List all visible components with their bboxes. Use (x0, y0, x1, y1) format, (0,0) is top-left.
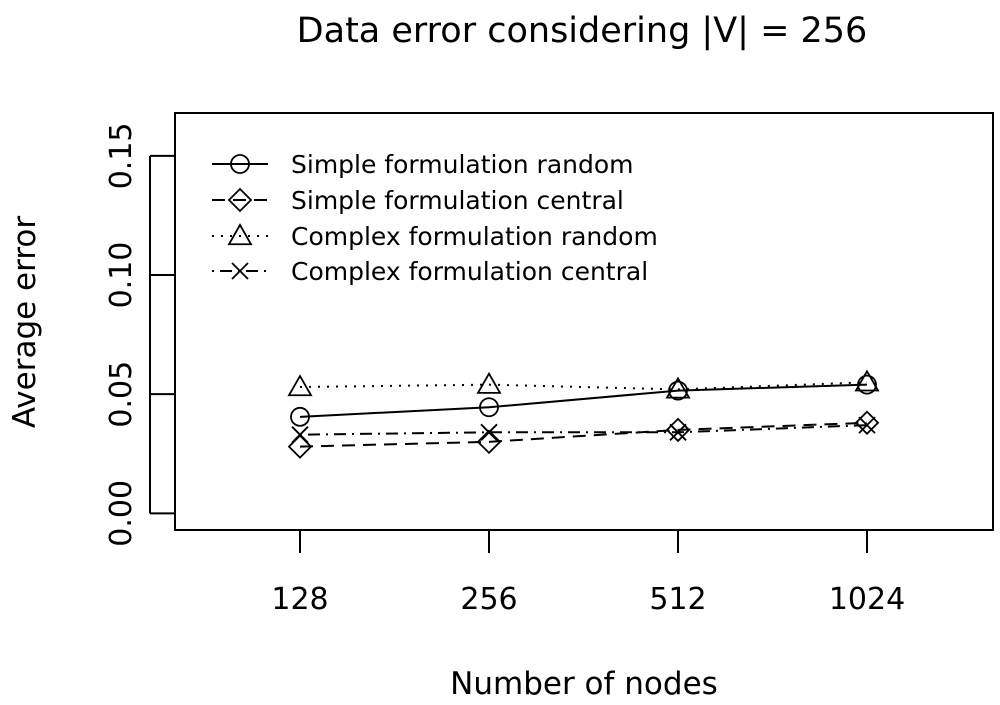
series-2 (287, 369, 880, 399)
x-axis-label: Number of nodes (450, 666, 718, 702)
legend-label: Complex formulation central (291, 257, 648, 286)
legend-marker-diamond (227, 187, 253, 213)
x-tick-label: 1024 (829, 582, 905, 617)
series-0 (290, 374, 877, 427)
series-1 (287, 410, 880, 459)
data-point-triangle (287, 374, 313, 397)
series-line (299, 421, 868, 448)
data-point-circle (290, 406, 310, 427)
series-line (299, 381, 868, 391)
series-line (299, 383, 868, 418)
data-point-diamond (665, 417, 691, 443)
y-tick-label: 0.00 (104, 480, 139, 547)
legend-marker-triangle (227, 223, 253, 246)
data-point-x (669, 423, 687, 441)
data-point-circle (857, 374, 877, 395)
y-axis-label: Average error (7, 216, 43, 428)
y-tick-label: 0.05 (104, 361, 139, 428)
legend-entry: Simple formulation central (212, 186, 624, 215)
x-tick-label: 128 (271, 582, 328, 617)
data-point-x (291, 426, 309, 444)
y-axis: 0.00 0.05 0.10 0.15 (104, 122, 175, 547)
legend-label: Simple formulation random (291, 150, 634, 179)
x-tick-label: 256 (460, 582, 517, 617)
legend-marker-circle (230, 154, 250, 174)
series-3 (291, 416, 876, 444)
data-point-circle (479, 397, 499, 418)
series-layer (287, 369, 880, 459)
series-line (299, 424, 868, 436)
legend-label: Complex formulation random (291, 222, 658, 251)
data-point-triangle (665, 376, 691, 399)
data-point-triangle (854, 369, 880, 392)
legend-label: Simple formulation central (291, 186, 624, 215)
legend: Simple formulation random Simple formulat… (212, 150, 658, 286)
x-tick-label: 512 (649, 582, 706, 617)
data-point-circle (668, 380, 688, 401)
data-point-x (858, 416, 876, 434)
chart-title: Data error considering |V| = 256 (297, 11, 868, 51)
y-tick-label: 0.15 (104, 122, 139, 189)
data-point-triangle (476, 371, 502, 394)
data-point-diamond (854, 410, 880, 436)
data-point-x (480, 423, 498, 441)
legend-entry: Simple formulation random (212, 150, 634, 179)
legend-entry: Complex formulation central (212, 257, 648, 286)
y-tick-label: 0.10 (104, 242, 139, 309)
x-axis: 128 256 512 1024 (271, 529, 905, 617)
data-point-diamond (476, 429, 502, 455)
legend-entry: Complex formulation random (212, 222, 658, 251)
legend-marker-x (231, 262, 249, 280)
